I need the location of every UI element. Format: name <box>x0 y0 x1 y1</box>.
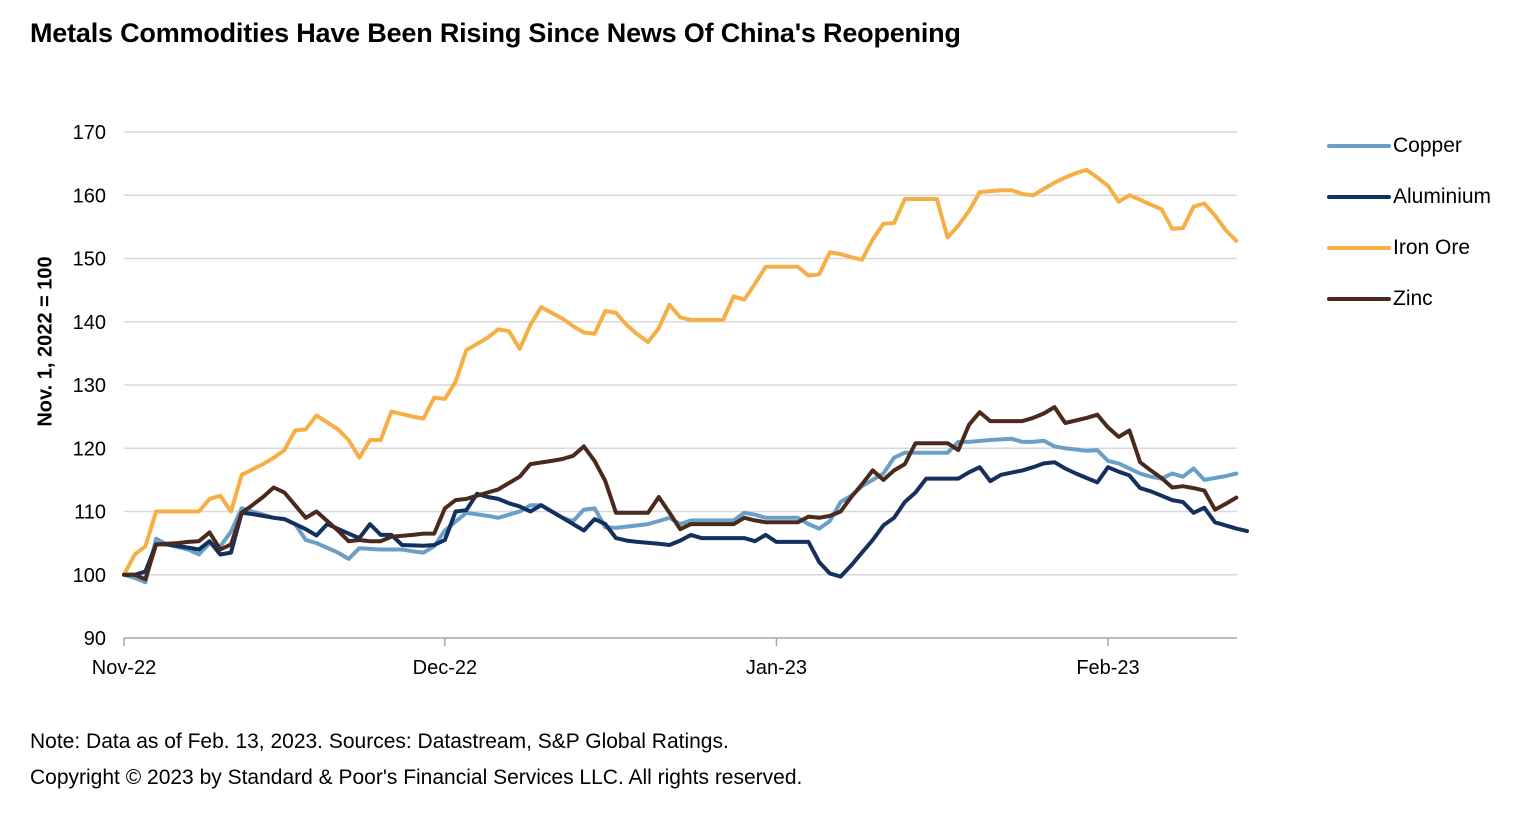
legend-swatch <box>1327 296 1391 301</box>
legend-swatch <box>1327 194 1391 199</box>
series-line-zinc <box>122 405 1239 582</box>
x-tick-label: Nov-22 <box>92 657 156 679</box>
y-tick-label: 130 <box>73 375 106 397</box>
legend-label: Aluminium <box>1393 184 1492 208</box>
y-tick-label: 170 <box>73 122 106 144</box>
legend-swatch <box>1327 245 1391 250</box>
series-line-iron-ore <box>122 167 1239 577</box>
source-note: Note: Data as of Feb. 13, 2023. Sources:… <box>30 730 729 753</box>
legend-item: Aluminium <box>1327 171 1491 222</box>
y-tick-label: 140 <box>73 312 106 334</box>
y-tick-label: 150 <box>73 249 106 271</box>
legend: Copper Aluminium Iron Ore Zinc <box>1327 120 1491 324</box>
legend-item: Zinc <box>1327 273 1491 324</box>
y-tick-label: 120 <box>73 438 106 460</box>
y-axis-label: Nov. 1, 2022 = 100 <box>34 256 57 427</box>
y-tick-label: 90 <box>84 628 106 650</box>
x-tick-label: Feb-23 <box>1076 657 1139 679</box>
legend-label: Zinc <box>1393 286 1433 310</box>
legend-item: Copper <box>1327 120 1491 171</box>
x-tick-label: Jan-23 <box>746 657 807 679</box>
y-tick-label: 100 <box>73 565 106 587</box>
legend-item: Iron Ore <box>1327 222 1491 273</box>
legend-swatch <box>1327 143 1391 148</box>
chart-title: Metals Commodities Have Been Rising Sinc… <box>30 18 961 48</box>
y-tick-label: 110 <box>74 502 106 524</box>
copyright-note: Copyright © 2023 by Standard & Poor's Fi… <box>30 766 803 789</box>
legend-label: Iron Ore <box>1393 235 1471 259</box>
series-line-copper <box>122 436 1239 585</box>
legend-label: Copper <box>1393 133 1462 157</box>
x-tick-label: Dec-22 <box>413 657 477 679</box>
y-tick-label: 160 <box>73 185 106 207</box>
series-line-aluminium <box>122 460 1249 579</box>
